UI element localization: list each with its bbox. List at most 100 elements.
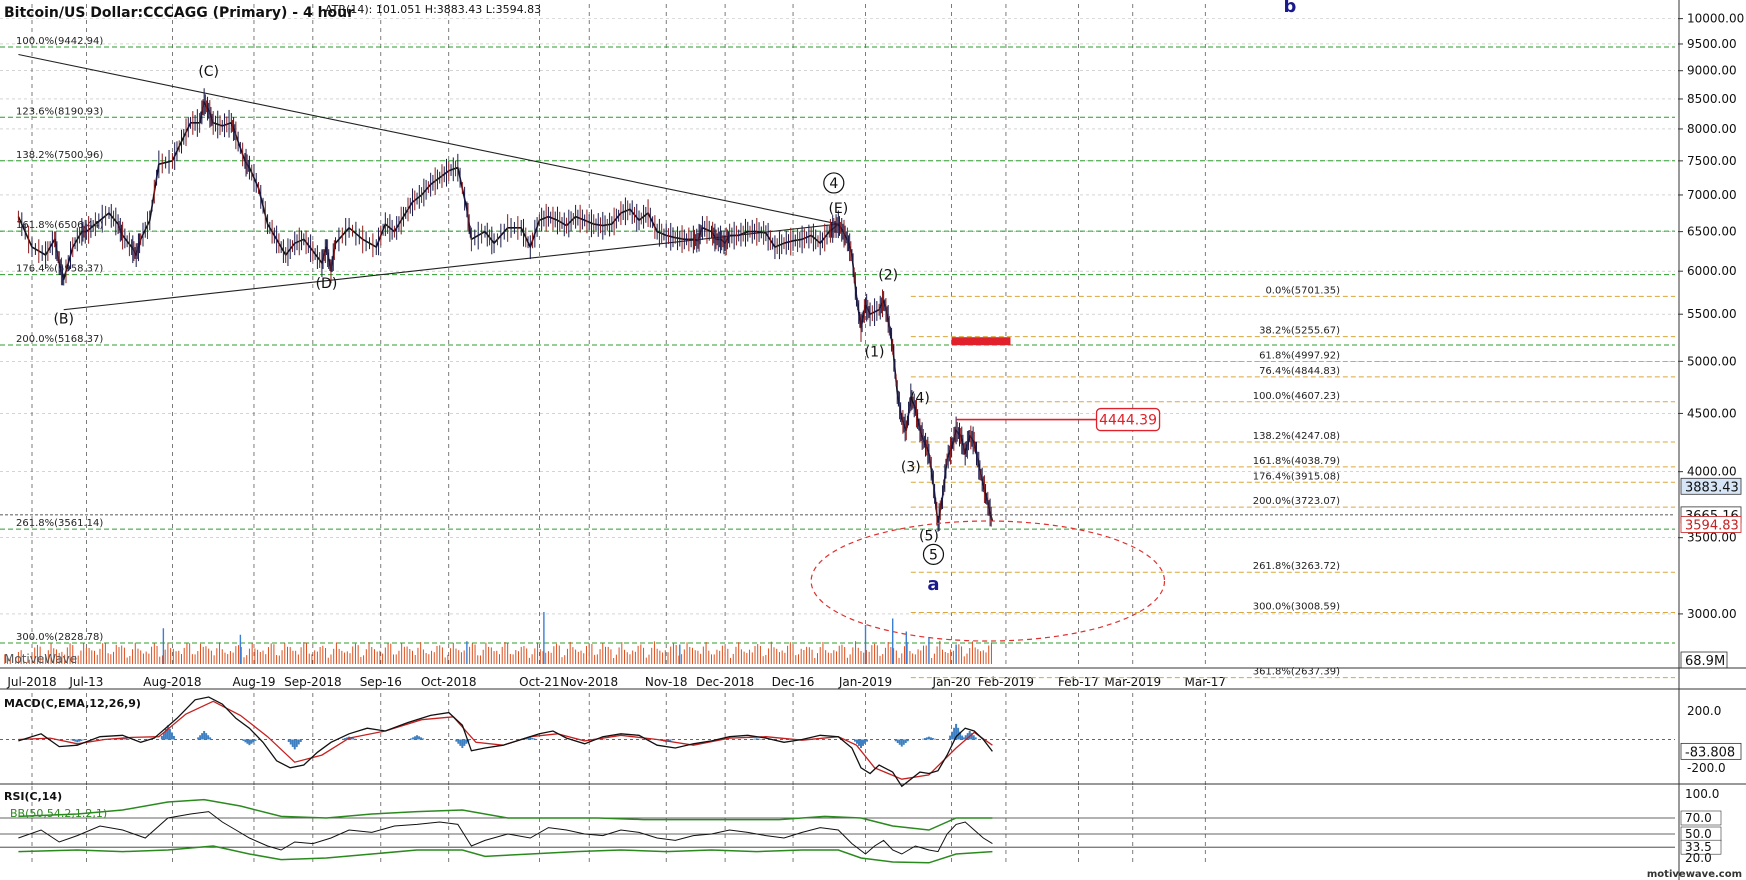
fib-right-label: 261.8%(3263.72) bbox=[1253, 561, 1340, 572]
wave-label: (C) bbox=[198, 64, 219, 80]
fib-left-label: 200.0%(5168.37) bbox=[16, 334, 103, 345]
x-tick-label: Mar-17 bbox=[1185, 675, 1226, 689]
fib-right-label: 76.4%(4844.83) bbox=[1259, 366, 1340, 377]
y-tick-label: 4500.00 bbox=[1687, 406, 1737, 420]
y-tick-label: 9500.00 bbox=[1687, 37, 1737, 51]
rsi-title: RSI(C,14) bbox=[4, 790, 62, 803]
wave-label: (B) bbox=[53, 311, 74, 327]
y-tick-label: 3500.00 bbox=[1687, 531, 1737, 545]
macd-tick-label: 200.0 bbox=[1687, 704, 1721, 718]
fib-right-label: 0.0%(5701.35) bbox=[1265, 285, 1340, 296]
wave-label-circle bbox=[823, 172, 845, 194]
wave-label-circle bbox=[922, 543, 945, 565]
wave-label: (1) bbox=[865, 344, 885, 360]
macd-panel: 200.0 -200.0 MACD(C,EMA,12,26,9) -83.808 bbox=[0, 696, 1742, 788]
rsi-tick-label: 50.0 bbox=[1685, 827, 1712, 841]
wave-label: (4) bbox=[910, 391, 930, 407]
rsi-lower-band bbox=[18, 845, 993, 864]
macd-title: MACD(C,EMA,12,26,9) bbox=[4, 697, 141, 710]
x-tick-label: Sep-16 bbox=[360, 675, 402, 689]
rsi-tick-box bbox=[1680, 810, 1722, 826]
x-tick-label: Jan-2019 bbox=[838, 675, 892, 689]
resistance-label-box bbox=[1095, 407, 1161, 432]
wave-label: (5) bbox=[919, 529, 939, 545]
fib-right-label: 300.0%(3008.59) bbox=[1253, 601, 1340, 612]
wave-label-b: b bbox=[1284, 0, 1297, 17]
wave-label: a bbox=[927, 574, 939, 595]
fib-right-label: 38.2%(5255.67) bbox=[1259, 326, 1340, 337]
rsi-line bbox=[18, 811, 993, 855]
rsi-tick-label: 70.0 bbox=[1685, 811, 1712, 825]
fib-right-label: 361.8%(2637.39) bbox=[1253, 667, 1340, 678]
rsi-tick-label: 20.0 bbox=[1685, 851, 1712, 865]
price-tag-label: 3883.43 bbox=[1685, 480, 1739, 495]
wave-label: (E) bbox=[828, 201, 848, 217]
x-tick-label: Jan-20 bbox=[932, 675, 971, 689]
price-candles bbox=[17, 88, 992, 532]
fib-left-label: 100.0%(9442.94) bbox=[16, 36, 103, 47]
fib-left-label: 261.8%(3561.14) bbox=[16, 518, 103, 529]
x-tick-label: Feb-17 bbox=[1058, 675, 1099, 689]
footer-brand: motivewave.com bbox=[1647, 869, 1742, 880]
rsi-tick-label: 33.5 bbox=[1685, 840, 1712, 854]
y-tick-label: 3000.00 bbox=[1687, 607, 1737, 621]
y-tick-label: 5500.00 bbox=[1687, 307, 1737, 321]
x-tick-label: Dec-16 bbox=[772, 675, 815, 689]
y-tick-label: 10000.00 bbox=[1687, 12, 1744, 26]
wave-label: (2) bbox=[878, 267, 898, 283]
y-tick-label: 6500.00 bbox=[1687, 225, 1737, 239]
x-tick-label: Dec-2018 bbox=[696, 675, 754, 689]
x-tick-label: Oct-21 bbox=[519, 675, 559, 689]
x-tick-label: Aug-19 bbox=[232, 675, 275, 689]
rsi-band-label: BB(50,54.2,1.2,1) bbox=[10, 807, 107, 820]
chart-title: Bitcoin/US Dollar:CCCAGG (Primary) - 4 h… bbox=[4, 5, 354, 21]
fib-right-label: 161.8%(4038.79) bbox=[1253, 456, 1340, 467]
x-tick-label: Mar-2019 bbox=[1104, 675, 1161, 689]
y-tick-label: 7000.00 bbox=[1687, 188, 1737, 202]
fib-left-label: 123.6%(8190.93) bbox=[16, 106, 103, 117]
rsi-tick-label: 100.0 bbox=[1685, 787, 1719, 801]
atr-info: ATR(14): 101.051 H:3883.43 L:3594.83 bbox=[325, 3, 541, 16]
rsi-tick-box bbox=[1680, 839, 1722, 855]
x-tick-label: Jul-2018 bbox=[6, 675, 56, 689]
fib-right-label: 176.4%(3915.08) bbox=[1253, 471, 1340, 482]
fib-right-label: 138.2%(4247.08) bbox=[1253, 431, 1340, 442]
wave-label: (3) bbox=[901, 460, 921, 476]
macd-value-box bbox=[1680, 742, 1742, 760]
y-tick-label: 4000.00 bbox=[1687, 465, 1737, 479]
fib-left-label: 161.8%(6506.44) bbox=[16, 220, 103, 231]
rsi-panel: 100.0 70.0 50.033.520.0 RSI(C,14) BB(50,54.2… bbox=[0, 787, 1742, 880]
price-tag-box bbox=[1680, 516, 1742, 533]
fib-right-label: 61.8%(4997.92) bbox=[1259, 351, 1340, 362]
x-tick-label: Sep-2018 bbox=[284, 675, 342, 689]
fib-left-label: 300.0%(2828.78) bbox=[16, 632, 103, 643]
price-tag-box bbox=[1680, 477, 1742, 495]
triangle-trendline bbox=[18, 53, 839, 225]
wave-label: (D) bbox=[316, 276, 338, 292]
x-tick-label: Nov-2018 bbox=[560, 675, 618, 689]
y-tick-label: 8500.00 bbox=[1687, 92, 1737, 106]
fib-right-label: 100.0%(4607.23) bbox=[1253, 391, 1340, 402]
y-tick-label: 7500.00 bbox=[1687, 154, 1737, 168]
resistance-zone bbox=[951, 337, 1011, 346]
x-tick-label: Jul-13 bbox=[68, 675, 103, 689]
y-tick-label: 9000.00 bbox=[1687, 64, 1737, 78]
y-tick-label: 8000.00 bbox=[1687, 122, 1737, 136]
x-tick-label: Aug-2018 bbox=[143, 675, 201, 689]
volume-tag-label: 68.9M bbox=[1685, 654, 1725, 669]
x-tick-label: Feb-2019 bbox=[978, 675, 1034, 689]
wave-label: 4 bbox=[829, 176, 838, 192]
price-tag-label: 3594.83 bbox=[1685, 518, 1739, 533]
rsi-upper-band bbox=[18, 798, 993, 831]
wave-label: 5 bbox=[929, 547, 938, 563]
fib-left-label: 138.2%(7500.96) bbox=[16, 150, 103, 161]
watermark: MotiveWave bbox=[4, 652, 77, 666]
macd-line bbox=[18, 696, 993, 788]
y-tick-label: 5000.00 bbox=[1687, 354, 1737, 368]
resistance-label: 4444.39 bbox=[1099, 413, 1157, 429]
y-tick-label: 6000.00 bbox=[1687, 264, 1737, 278]
macd-tick-label: -200.0 bbox=[1687, 761, 1726, 775]
